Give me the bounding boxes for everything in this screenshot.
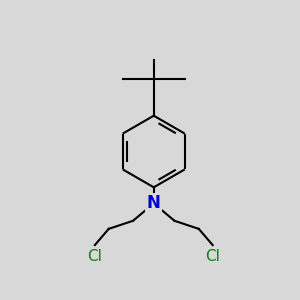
Text: Cl: Cl — [87, 248, 102, 263]
Text: Cl: Cl — [205, 248, 220, 263]
Text: N: N — [147, 194, 161, 212]
